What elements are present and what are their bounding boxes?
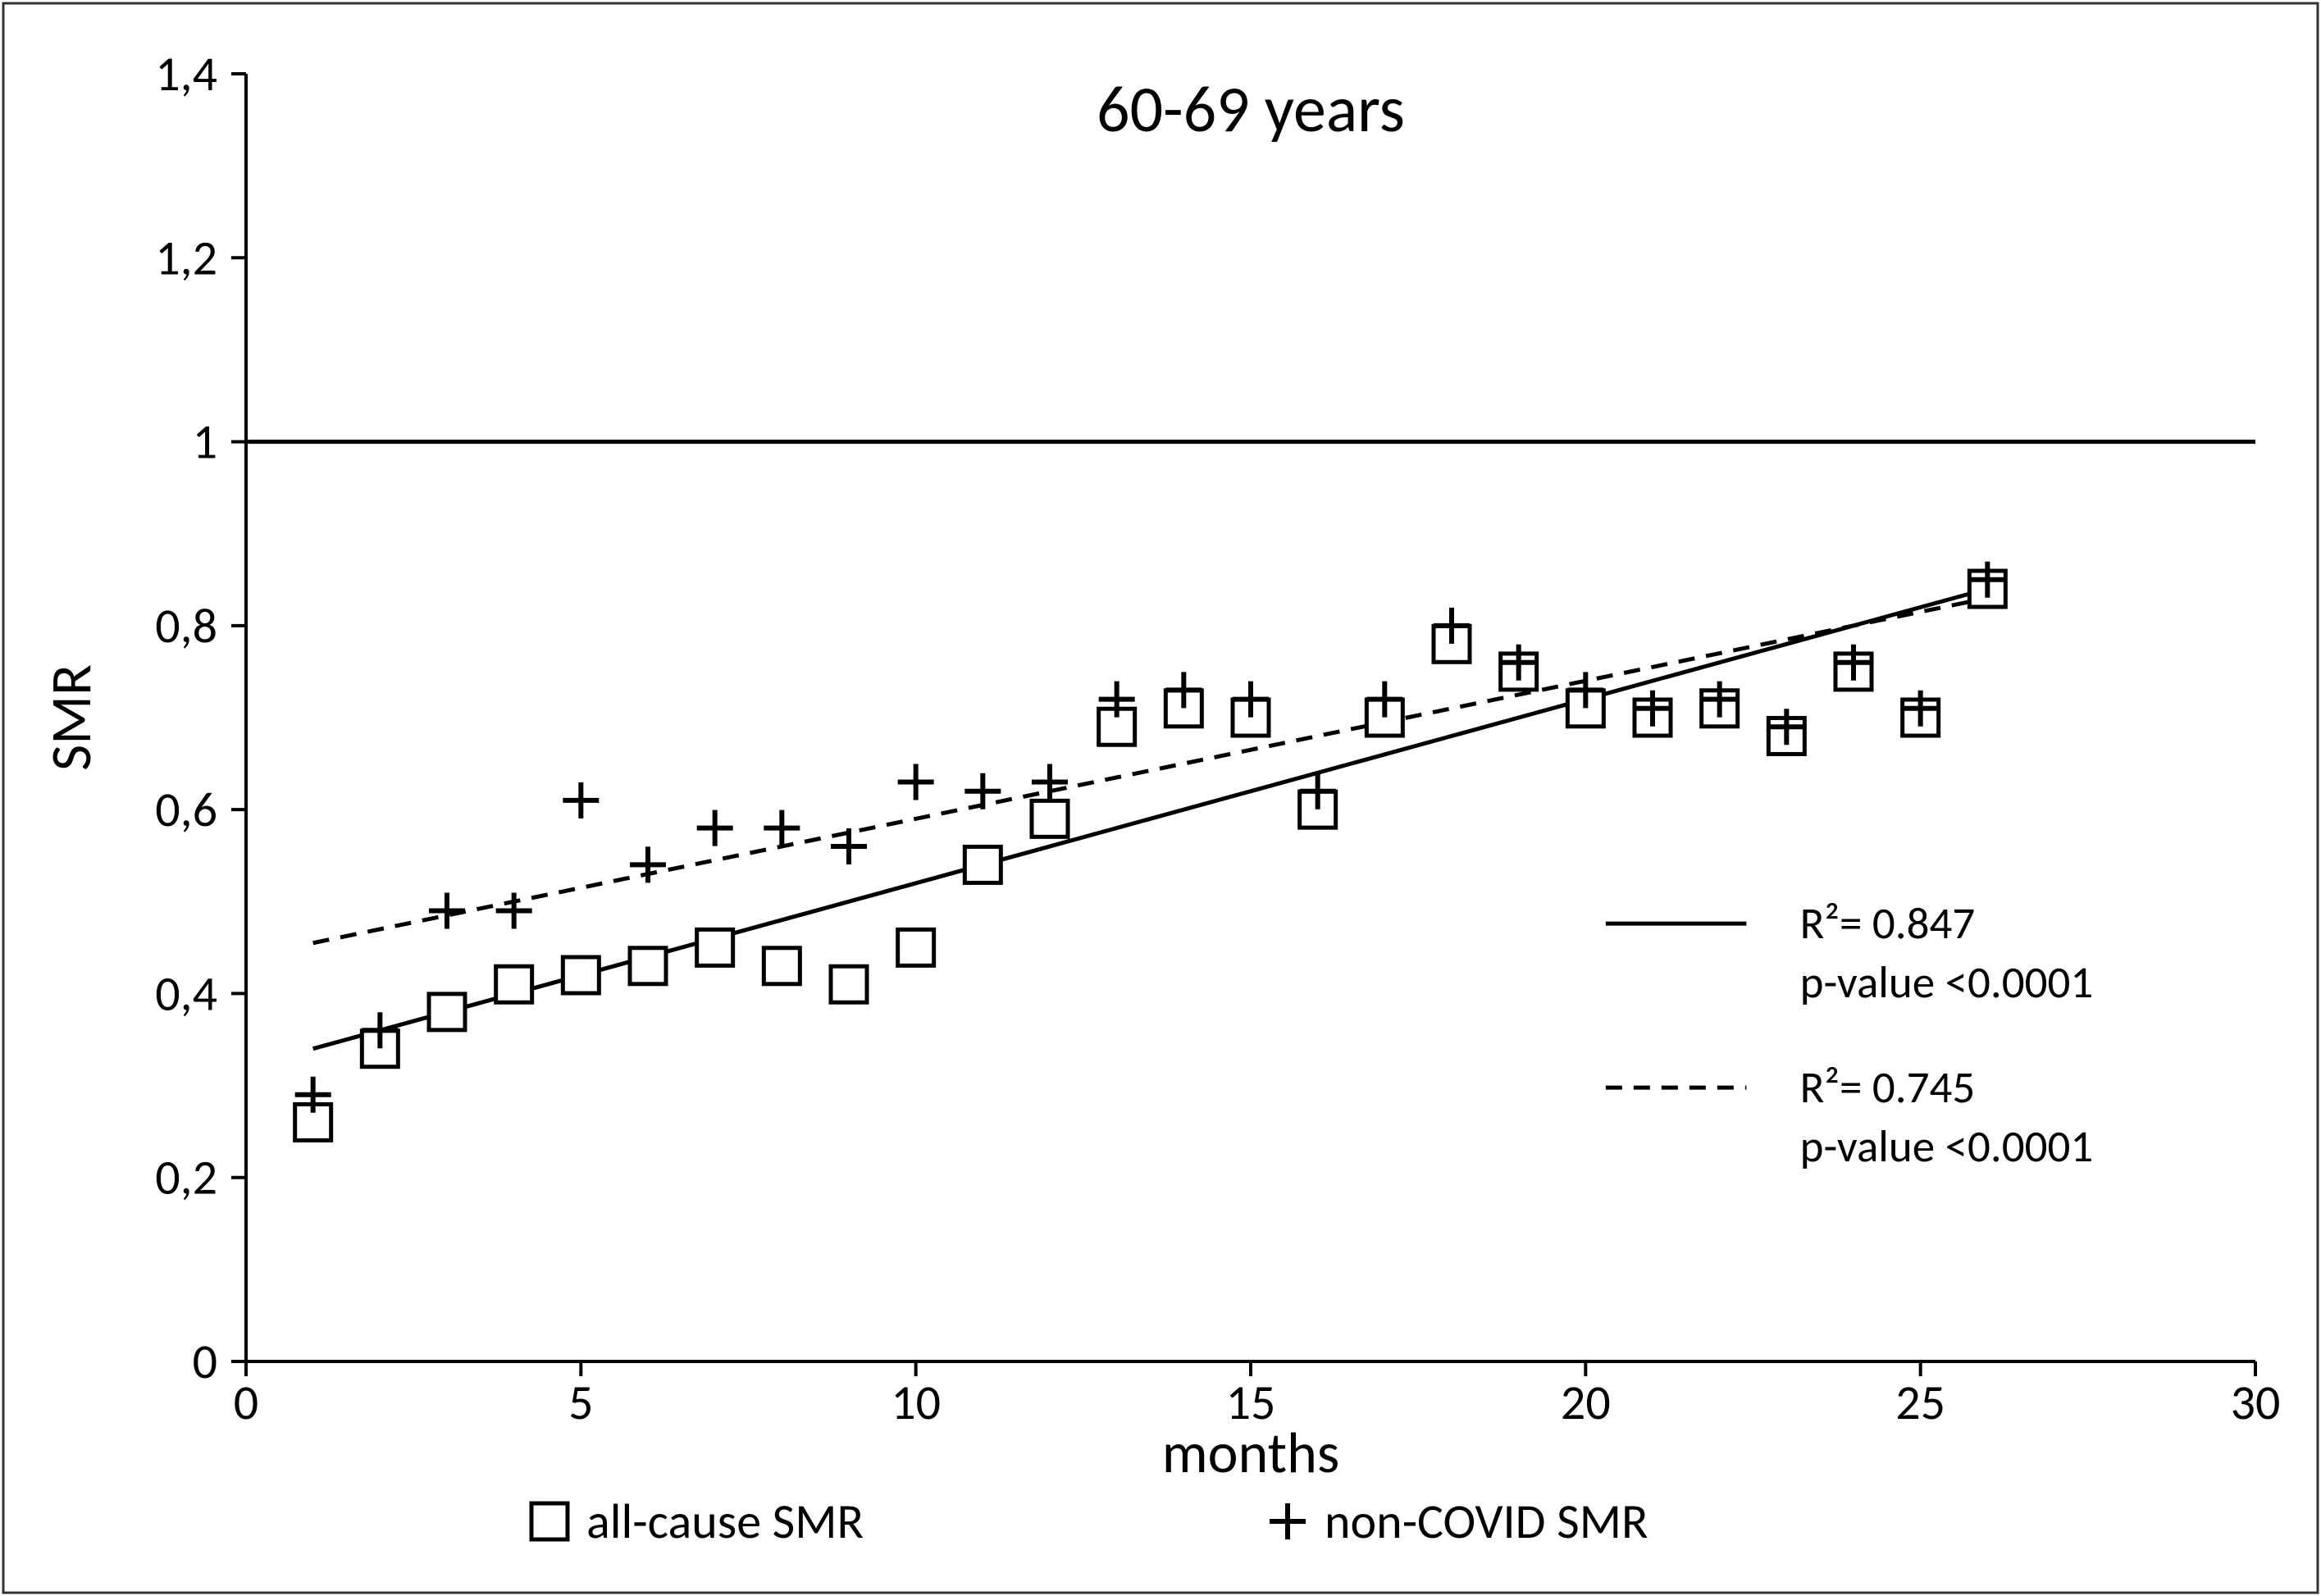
x-tick-label: 10 [891,1373,941,1433]
chart-container: 60-69 years months SMR 051015202530 00,2… [0,0,2321,1596]
x-tick-label: 20 [1561,1373,1611,1433]
x-tick-label: 5 [568,1373,593,1433]
x-tick-labels: 0 5 10 15 20 25 30 [234,1373,2281,1433]
p-value-label: p-value <0.0001 [1800,955,2094,1010]
legend-label: all-cause SMR [586,1492,864,1552]
r2-label: R²= 0.847 [1800,896,1976,951]
r2-label: R²= 0.745 [1800,1060,1976,1115]
y-tick-label: 1,2 [155,228,217,288]
y-tick-label: 1 [193,413,217,472]
legend: all-cause SMR non-COVID SMR [531,1492,1648,1552]
y-tick-label: 0,4 [155,964,217,1024]
chart-svg: 60-69 years months SMR 051015202530 00,2… [0,0,2321,1596]
y-tick-label: 0,2 [155,1148,217,1208]
y-tick-label: 0,8 [155,596,217,656]
legend-square-icon [531,1503,568,1539]
x-tick-label: 0 [234,1373,258,1433]
y-tick-label: 1,4 [155,44,217,104]
x-tick-label: 30 [2231,1373,2281,1433]
chart-title: 60-69 years [1097,70,1405,149]
y-tick-label: 0,6 [155,780,217,840]
p-value-label: p-value <0.0001 [1800,1119,2094,1174]
y-axis-label: SMR [35,664,106,771]
x-tick-label: 25 [1895,1373,1945,1433]
legend-label: non-COVID SMR [1325,1492,1648,1552]
y-tick-label: 0 [193,1332,217,1392]
y-tick-labels: 0 0,2 0,4 0,6 0,8 1 1,2 1,4 [155,44,217,1392]
x-tick-label: 15 [1226,1373,1276,1433]
